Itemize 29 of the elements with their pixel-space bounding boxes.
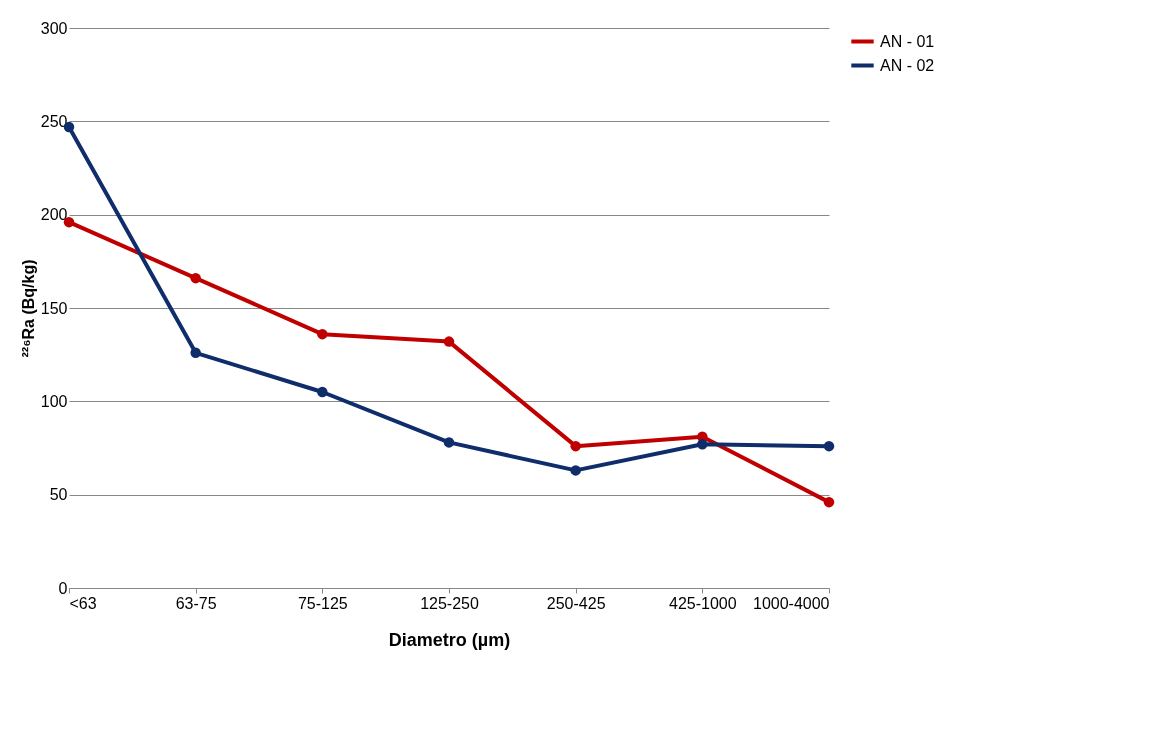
x-axis-title: Diametro (µm) bbox=[388, 629, 511, 650]
y-tick-label: 200 bbox=[40, 206, 68, 224]
y-tick-label: 300 bbox=[40, 19, 68, 37]
x-tick-label: 425-1000 bbox=[669, 594, 737, 612]
point bbox=[823, 440, 835, 452]
y-axis-title: ²²⁶Ra (Bq/kg) bbox=[19, 259, 37, 358]
point bbox=[570, 465, 581, 476]
x-tick-label: 63-75 bbox=[175, 594, 217, 612]
x-tick-label: <63 bbox=[69, 594, 97, 612]
point bbox=[443, 437, 455, 448]
x-tick-label: 250-425 bbox=[546, 594, 606, 612]
point bbox=[190, 272, 201, 284]
x-tick-label: 75-125 bbox=[297, 594, 348, 612]
point bbox=[443, 336, 455, 347]
point bbox=[697, 439, 708, 450]
point bbox=[823, 496, 835, 508]
point bbox=[570, 440, 581, 452]
point bbox=[317, 328, 328, 340]
legend-label: AN - 02 bbox=[880, 56, 935, 74]
x-tick-label: 125-250 bbox=[420, 594, 479, 612]
legend-label: AN - 01 bbox=[880, 32, 935, 50]
x-tick-label: 1000-4000 bbox=[752, 594, 830, 612]
point bbox=[317, 386, 328, 398]
y-tick-label: 150 bbox=[40, 299, 68, 317]
point bbox=[190, 347, 201, 359]
y-tick-label: 0 bbox=[58, 579, 68, 597]
y-tick-label: 100 bbox=[40, 392, 68, 410]
y-tick-label: 50 bbox=[49, 486, 68, 504]
y-tick-label: 250 bbox=[40, 112, 68, 130]
